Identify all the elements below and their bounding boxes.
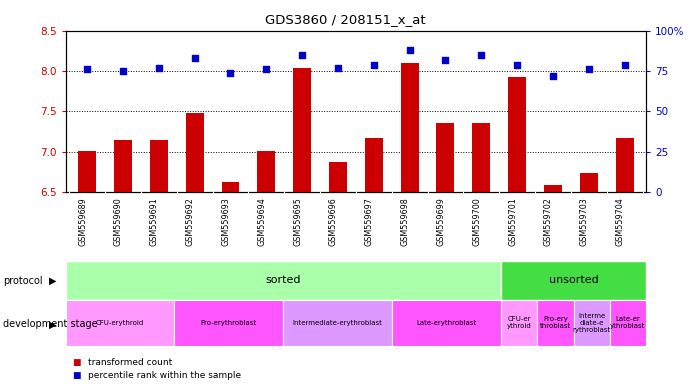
Point bbox=[82, 66, 93, 73]
Text: ▶: ▶ bbox=[49, 319, 57, 329]
Text: transformed count: transformed count bbox=[88, 358, 172, 367]
Text: GSM559698: GSM559698 bbox=[401, 197, 410, 246]
Text: GSM559702: GSM559702 bbox=[544, 197, 553, 247]
Bar bbox=[186, 113, 204, 192]
Point bbox=[261, 66, 272, 73]
Text: GSM559700: GSM559700 bbox=[472, 197, 481, 246]
Text: Pro-erythroblast: Pro-erythroblast bbox=[201, 319, 257, 326]
Point bbox=[296, 52, 307, 58]
Bar bbox=[257, 151, 275, 192]
Bar bbox=[574, 300, 610, 346]
Bar bbox=[508, 77, 526, 192]
Text: ▶: ▶ bbox=[49, 276, 57, 286]
Bar bbox=[544, 185, 562, 192]
Text: GSM559696: GSM559696 bbox=[329, 197, 338, 246]
Point bbox=[189, 55, 200, 61]
Text: CFU-erythroid: CFU-erythroid bbox=[96, 319, 144, 326]
Text: CFU-er
ythroid: CFU-er ythroid bbox=[507, 316, 531, 329]
Point bbox=[404, 47, 415, 53]
Text: GSM559703: GSM559703 bbox=[580, 197, 589, 246]
Text: Interme
diate-e
rythroblast: Interme diate-e rythroblast bbox=[573, 313, 611, 333]
Text: GSM559694: GSM559694 bbox=[257, 197, 266, 246]
Bar bbox=[401, 63, 419, 192]
Bar bbox=[66, 261, 501, 300]
Text: percentile rank within the sample: percentile rank within the sample bbox=[88, 371, 241, 380]
Bar bbox=[580, 173, 598, 192]
Bar bbox=[150, 141, 168, 192]
Bar bbox=[293, 68, 311, 192]
Text: Late-erythroblast: Late-erythroblast bbox=[417, 319, 477, 326]
Bar bbox=[114, 139, 132, 192]
Bar bbox=[78, 151, 96, 192]
Bar bbox=[473, 122, 490, 192]
Text: GSM559693: GSM559693 bbox=[221, 197, 231, 246]
Text: GSM559690: GSM559690 bbox=[114, 197, 123, 246]
Point bbox=[475, 52, 486, 58]
Text: GSM559697: GSM559697 bbox=[365, 197, 374, 247]
Text: GSM559692: GSM559692 bbox=[186, 197, 195, 247]
Bar bbox=[616, 138, 634, 192]
Bar bbox=[365, 138, 383, 192]
Text: GSM559701: GSM559701 bbox=[508, 197, 517, 246]
Bar bbox=[222, 182, 239, 192]
Point bbox=[368, 61, 379, 68]
Text: GSM559691: GSM559691 bbox=[150, 197, 159, 246]
Point bbox=[225, 70, 236, 76]
Text: sorted: sorted bbox=[265, 275, 301, 285]
Text: Pro-ery
throblast: Pro-ery throblast bbox=[540, 316, 571, 329]
Bar bbox=[392, 300, 501, 346]
Text: protocol: protocol bbox=[3, 276, 43, 286]
Point bbox=[619, 61, 630, 68]
Text: GSM559695: GSM559695 bbox=[293, 197, 302, 247]
Point bbox=[547, 73, 558, 79]
Bar bbox=[501, 300, 538, 346]
Bar bbox=[283, 300, 392, 346]
Text: unsorted: unsorted bbox=[549, 275, 598, 285]
Text: ■: ■ bbox=[73, 371, 81, 380]
Text: development stage: development stage bbox=[3, 319, 98, 329]
Text: GDS3860 / 208151_x_at: GDS3860 / 208151_x_at bbox=[265, 13, 426, 26]
Bar bbox=[174, 300, 283, 346]
Point bbox=[440, 57, 451, 63]
Bar bbox=[437, 122, 455, 192]
Bar bbox=[538, 300, 574, 346]
Point bbox=[511, 61, 522, 68]
Text: ■: ■ bbox=[73, 358, 81, 367]
Point bbox=[332, 65, 343, 71]
Text: Intermediate-erythroblast: Intermediate-erythroblast bbox=[293, 319, 383, 326]
Text: GSM559704: GSM559704 bbox=[616, 197, 625, 246]
Bar bbox=[66, 300, 174, 346]
Point bbox=[153, 65, 164, 71]
Bar bbox=[501, 261, 646, 300]
Text: GSM559689: GSM559689 bbox=[78, 197, 87, 246]
Point bbox=[117, 68, 129, 74]
Text: GSM559699: GSM559699 bbox=[437, 197, 446, 247]
Text: Late-er
ythroblast: Late-er ythroblast bbox=[610, 316, 645, 329]
Bar bbox=[329, 162, 347, 192]
Bar bbox=[609, 300, 646, 346]
Point bbox=[583, 66, 594, 73]
